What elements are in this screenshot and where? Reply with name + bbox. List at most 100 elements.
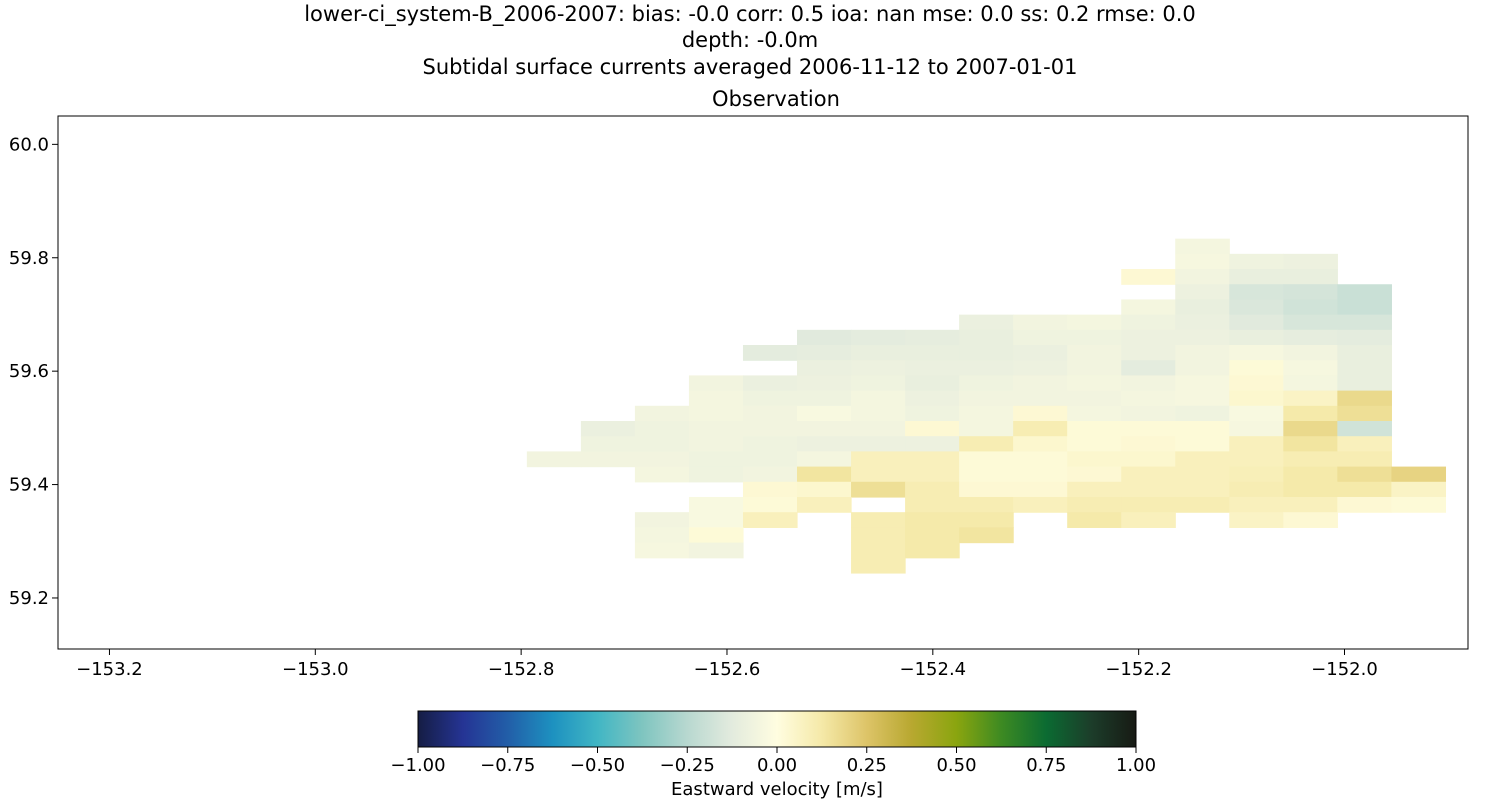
heatmap-cell [1337,390,1392,407]
heatmap-cell [1337,466,1392,483]
heatmap-cell [1229,421,1284,437]
heatmap-cell [1337,436,1392,452]
heatmap-cell [1013,436,1068,452]
chart-header-period: Subtidal surface currents averaged 2006-… [422,55,1078,79]
heatmap-cell [1175,284,1230,301]
heatmap-cell [1337,299,1392,316]
heatmap-cell [1013,451,1068,468]
heatmap-cell [1229,496,1284,513]
heatmap-cell [580,436,636,452]
heatmap-cell [851,345,906,361]
heatmap-cell [1337,329,1392,346]
heatmap-cell [1283,360,1338,377]
heatmap-cell [1229,345,1284,361]
heatmap-cell [851,436,906,452]
heatmap-cell [959,360,1014,377]
y-tick-label: 59.6 [9,361,49,382]
heatmap-cell [1067,329,1122,346]
heatmap-cell [797,436,852,452]
heatmap-cell [797,466,852,483]
heatmap-cell [1013,390,1068,407]
heatmap-cell [1337,405,1392,422]
heatmap-cell [634,512,690,528]
heatmap-cell [959,375,1014,392]
heatmap-cell [1175,345,1230,361]
heatmap-cell [1067,512,1122,528]
heatmap-cell [1013,481,1068,498]
heatmap-cell [851,542,906,559]
heatmap-cell [1067,314,1122,331]
heatmap-cell [1229,299,1284,316]
y-axis: 59.2 59.4 59.6 59.8 60.0 [9,134,58,609]
heatmap-cell [905,436,960,452]
colorbar-axis: −1.00 −0.75 −0.50 −0.25 0.00 0.25 0.50 0.75 1.00 [390,747,1156,776]
heatmap-cell [1121,512,1176,528]
heatmap-cell [634,436,690,452]
heatmap-cell [1013,496,1068,513]
heatmap-cell [1229,451,1284,468]
heatmap-cell [959,405,1014,422]
heatmap-cell [1175,299,1230,316]
heatmap-cell [1283,375,1338,392]
plot-title: Observation [712,87,840,111]
heatmap-cell [851,375,906,392]
heatmap-cell [1121,436,1176,452]
heatmap-cell [905,496,960,513]
heatmap-cell [851,405,906,422]
heatmap-cell [1175,496,1230,513]
heatmap-cell [959,314,1014,331]
heatmap-cell [1121,421,1176,437]
heatmap-cell [1121,390,1176,407]
heatmap-cell [688,451,744,468]
heatmap-cell [1283,299,1338,316]
heatmap-cell [1175,253,1230,270]
heatmap-cell [797,421,852,437]
heatmap-cell [1283,451,1338,468]
colorbar-tick-label: 0.00 [757,755,797,776]
heatmap-cell [1121,329,1176,346]
heatmap-cell [959,466,1014,483]
heatmap-cell [851,512,906,528]
heatmap-cell [580,421,636,437]
heatmap-cell [905,542,960,559]
heatmap-cell [1283,269,1338,285]
heatmap-cell [742,496,798,513]
heatmap-cell [959,481,1014,498]
heatmap-cell [742,390,798,407]
heatmap-cell [1175,451,1230,468]
heatmap-cell [1067,481,1122,498]
heatmap-cell [1391,496,1447,513]
heatmap-cell [1391,481,1447,498]
heatmap-cell [905,360,960,377]
heatmap-cell [1121,405,1176,422]
heatmap-cell [688,527,744,544]
heatmap-cell [634,542,690,559]
heatmap-cell [797,360,852,377]
heatmap-cell [1013,314,1068,331]
heatmap-cell [1337,375,1392,392]
heatmap-cell [1121,299,1176,316]
heatmap-cell [1121,481,1176,498]
chart-header-stats: lower-ci_system-B_2006-2007: bias: -0.0 … [304,2,1196,26]
heatmap-cell [851,329,906,346]
heatmap-cell [1067,345,1122,361]
heatmap-cell [851,390,906,407]
heatmap-cell [1121,360,1176,377]
heatmap-cell [959,390,1014,407]
heatmap-cell [1337,345,1392,361]
heatmap-cell [1283,421,1338,437]
heatmap-cell [905,375,960,392]
heatmap-cell [905,329,960,346]
heatmap-cell [1337,481,1392,498]
heatmap-cell [742,375,798,392]
heatmap-cell [1229,329,1284,346]
x-tick-label: −152.0 [1311,659,1378,680]
heatmap-cell [1283,345,1338,361]
colorbar-tick-label: −0.75 [480,755,535,776]
heatmap-cell [905,405,960,422]
heatmap-cell [1175,405,1230,422]
heatmap-cell [1229,253,1284,270]
heatmap-cell [797,345,852,361]
heatmap-cell [959,436,1014,452]
